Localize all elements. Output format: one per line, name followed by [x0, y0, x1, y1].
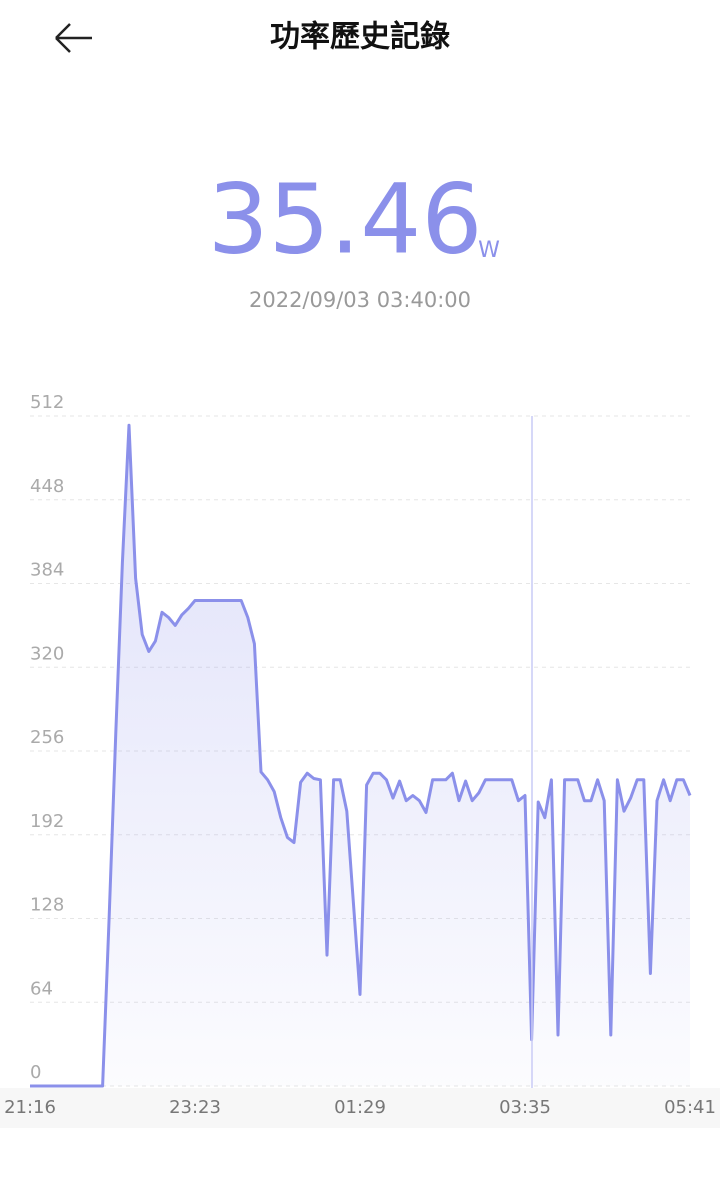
x-tick-label: 03:35 — [499, 1097, 551, 1118]
back-button[interactable] — [40, 14, 106, 62]
x-tick-label: 01:29 — [334, 1097, 386, 1118]
y-tick-label: 64 — [30, 978, 53, 999]
page-title: 功率歷史記錄 — [270, 20, 450, 55]
x-axis-band — [0, 1088, 720, 1128]
y-tick-label: 256 — [30, 727, 64, 748]
x-tick-label: 05:41 — [664, 1097, 716, 1118]
area — [30, 425, 690, 1086]
y-tick-label: 384 — [30, 560, 64, 581]
back-arrow[interactable] — [55, 23, 92, 53]
reading-value: 35.46 — [208, 163, 483, 275]
reading-timestamp: 2022/09/03 03:40:00 — [249, 288, 471, 312]
line — [30, 423, 692, 1088]
reading-unit: W — [478, 238, 500, 263]
x-tick-label: 21:16 — [4, 1097, 56, 1118]
x-tick-label: 23:23 — [169, 1097, 221, 1118]
y-tick-label: 448 — [30, 476, 64, 497]
y-tick-label: 512 — [30, 392, 64, 413]
y-tick-label: 192 — [30, 811, 64, 832]
y-tick-label: 320 — [30, 643, 64, 664]
y-tick-label: 0 — [30, 1062, 41, 1083]
chart: 0 64 128 192 256 320 384 448 512 21:16 23:23 01:29 0… — [4, 392, 716, 1118]
y-tick-label: 128 — [30, 895, 64, 916]
